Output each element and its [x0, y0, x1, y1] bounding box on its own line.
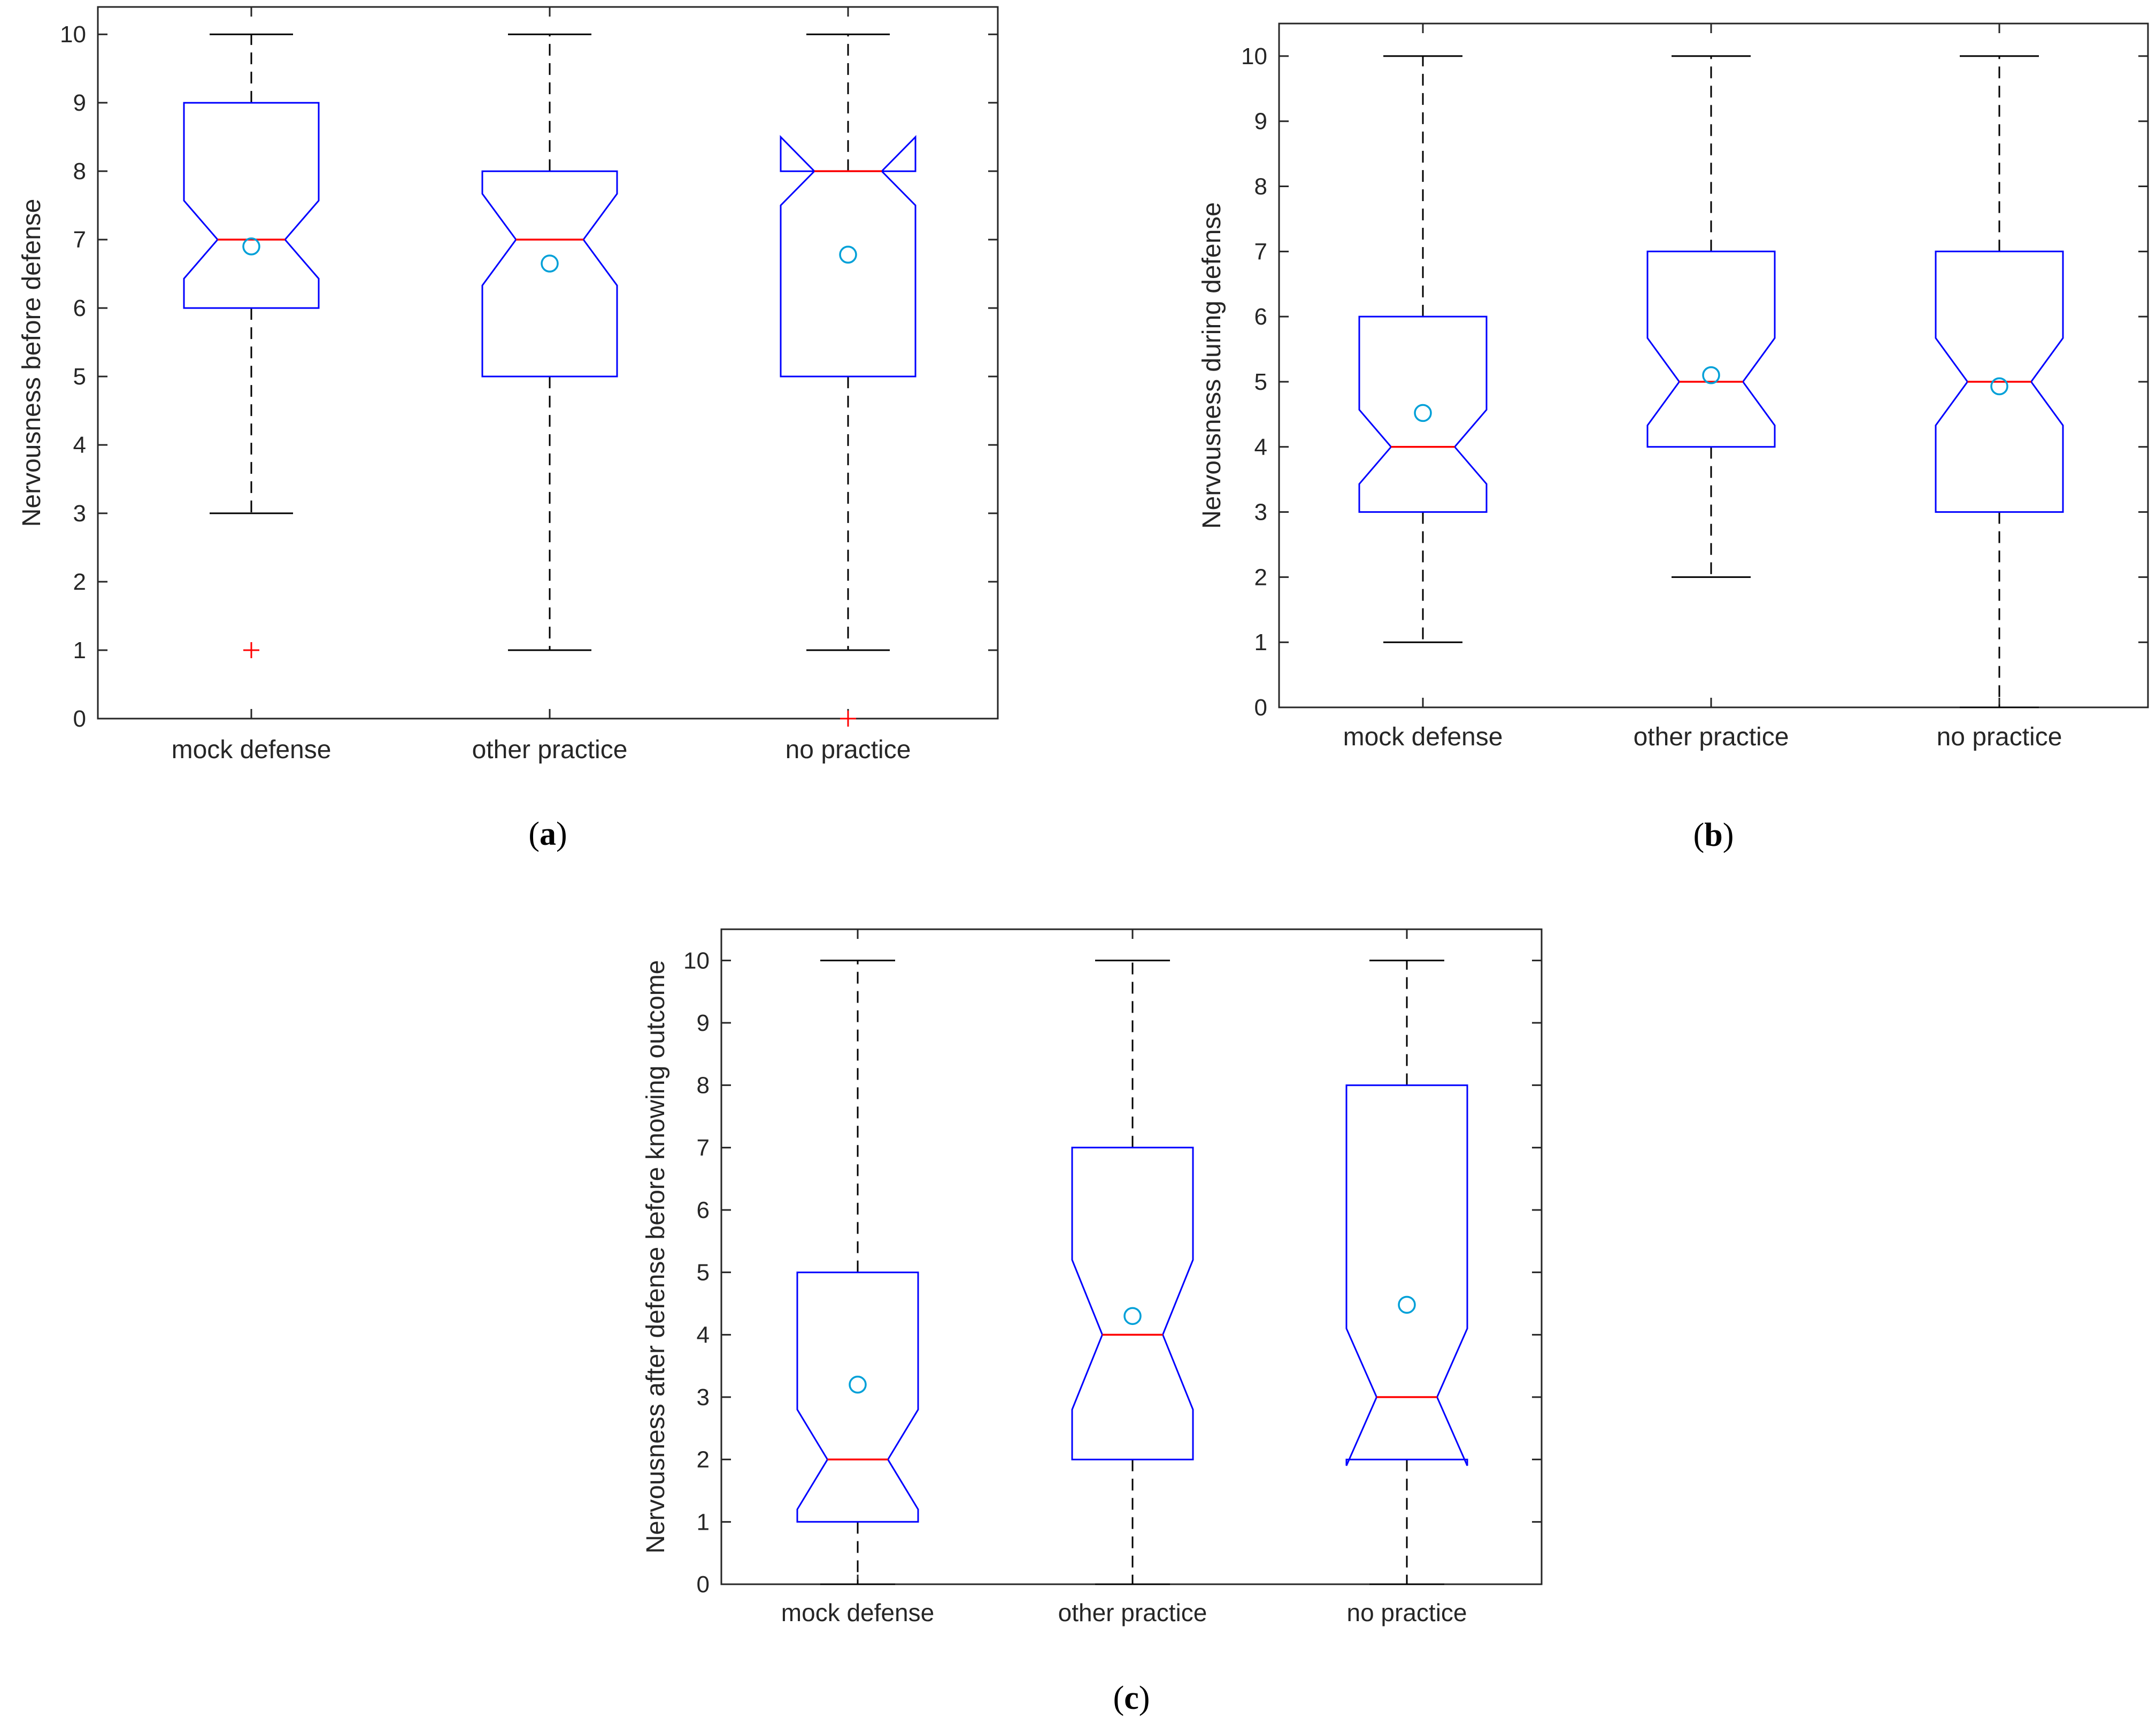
mean-marker	[1398, 1296, 1416, 1314]
notched-box	[1358, 315, 1488, 513]
chart-panel-a: 0 1 2 3 4 5 6 7 8 9 10 Nervousness before defense mo…	[18, 6, 999, 852]
y-tick-label: 9	[697, 1010, 710, 1036]
mean-marker	[242, 237, 260, 256]
notched-box	[1345, 1084, 1468, 1466]
plot-frame	[720, 928, 1543, 1585]
mean-marker	[849, 1375, 867, 1394]
y-tick-label: 7	[1254, 238, 1267, 265]
plot-frame	[1278, 22, 2149, 708]
x-category-label: mock defense	[172, 736, 332, 764]
y-tick-label: 5	[697, 1260, 710, 1286]
panel-label: (a)	[528, 816, 567, 852]
notched-box	[1646, 250, 1776, 448]
y-axis-label: Nervousness after defense before knowing…	[642, 960, 670, 1554]
y-tick-label: 3	[73, 500, 86, 527]
notched-box	[1071, 1146, 1194, 1461]
mean-marker	[541, 255, 559, 273]
notched-box	[183, 102, 320, 309]
mean-marker	[1702, 366, 1720, 384]
plot-frame	[97, 6, 999, 720]
notched-box	[481, 170, 618, 377]
y-tick-label: 7	[697, 1135, 710, 1161]
y-tick-label: 9	[73, 90, 86, 116]
mean-marker	[1123, 1307, 1142, 1325]
y-tick-label: 0	[1254, 695, 1267, 721]
x-category-label: other practice	[472, 736, 628, 764]
panel-label: (c)	[1113, 1680, 1150, 1716]
y-tick-label: 9	[1254, 109, 1267, 135]
panel-label: (b)	[1693, 817, 1734, 853]
x-category-label: other practice	[1634, 723, 1789, 751]
y-tick-label: 4	[697, 1322, 710, 1348]
y-tick-label: 3	[1254, 499, 1267, 526]
outlier-marker	[243, 642, 259, 659]
y-tick-label: 8	[73, 158, 86, 184]
y-tick-label: 8	[1254, 174, 1267, 200]
y-tick-label: 5	[73, 364, 86, 390]
outlier-marker	[840, 711, 856, 727]
x-category-label: mock defense	[781, 1599, 934, 1626]
y-tick-label: 4	[73, 432, 86, 458]
y-tick-label: 6	[1254, 304, 1267, 330]
x-category-label: no practice	[1346, 1599, 1467, 1626]
x-category-label: other practice	[1058, 1599, 1207, 1626]
chart-panel-b: 0 1 2 3 4 5 6 7 8 9 10 Nervousness during defense mo…	[1198, 22, 2149, 853]
y-tick-label: 1	[73, 637, 86, 664]
y-tick-label: 2	[697, 1447, 710, 1473]
y-axis-label: Nervousness during defense	[1198, 202, 1226, 529]
y-tick-label: 0	[73, 706, 86, 732]
y-tick-label: 3	[697, 1384, 710, 1410]
x-category-label: no practice	[1937, 723, 2062, 751]
y-axis-label: Nervousness before defense	[18, 199, 46, 527]
x-category-label: no practice	[786, 736, 911, 764]
mean-marker	[839, 245, 857, 264]
y-tick-label: 10	[60, 21, 86, 48]
y-tick-label: 1	[697, 1509, 710, 1535]
notched-box	[780, 135, 917, 377]
notched-box	[796, 1271, 919, 1523]
x-category-label: mock defense	[1343, 723, 1503, 751]
y-tick-label: 4	[1254, 434, 1267, 460]
y-tick-label: 1	[1254, 629, 1267, 656]
y-tick-label: 8	[697, 1073, 710, 1099]
y-tick-label: 7	[73, 227, 86, 253]
mean-marker	[1990, 377, 2008, 396]
y-tick-label: 2	[1254, 564, 1267, 590]
y-tick-label: 5	[1254, 369, 1267, 395]
y-tick-label: 10	[1241, 43, 1267, 70]
y-tick-label: 0	[697, 1571, 710, 1598]
y-tick-label: 6	[697, 1197, 710, 1223]
y-tick-label: 6	[73, 295, 86, 321]
y-tick-label: 2	[73, 569, 86, 595]
notched-box	[1935, 250, 2064, 513]
y-tick-label: 10	[683, 947, 710, 974]
chart-panel-c: 0 1 2 3 4 5 6 7 8 9 10 Nervousness after defense be…	[642, 928, 1543, 1716]
mean-marker	[1414, 404, 1432, 422]
